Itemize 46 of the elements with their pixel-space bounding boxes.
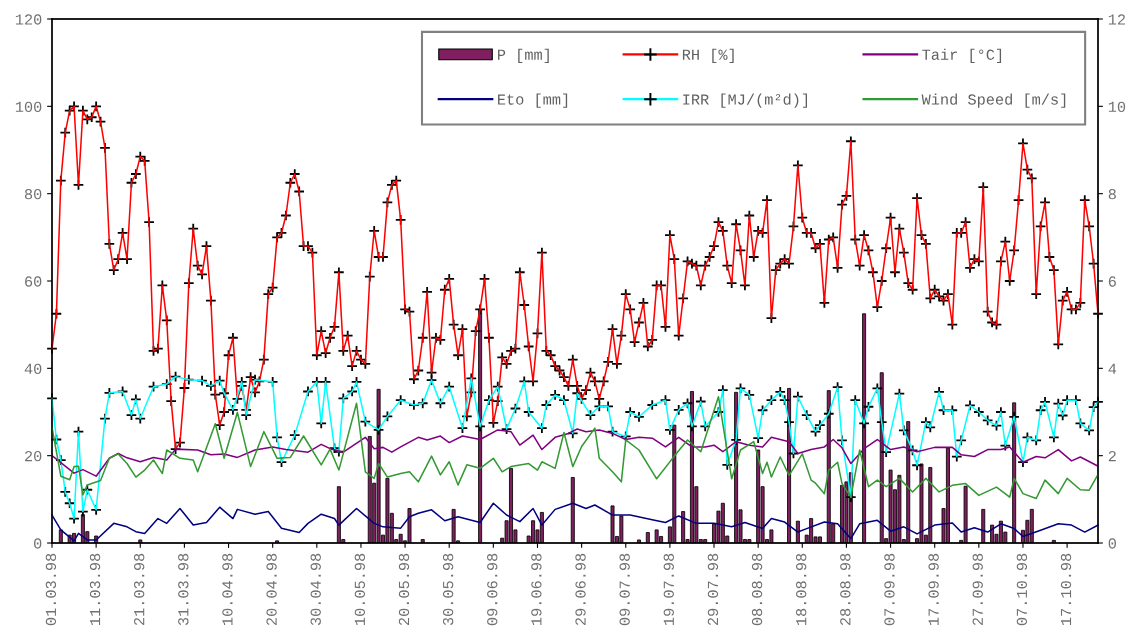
y-tick-label: 60 bbox=[25, 276, 42, 287]
x-tick-label: 29.07.98 bbox=[707, 553, 719, 625]
x-tick-label: 30.04.98 bbox=[310, 553, 321, 626]
line-series bbox=[51, 395, 1099, 500]
x-tick-label: 10.05.98 bbox=[354, 553, 366, 625]
x-tick-label: 09.06.98 bbox=[487, 553, 498, 626]
y2-tick-label: 6 bbox=[1108, 276, 1116, 287]
legend-label: RH [%] bbox=[682, 48, 734, 63]
legend-label: P [mm] bbox=[498, 48, 549, 63]
legend-label: Tair [°C] bbox=[922, 48, 1002, 63]
legend-label: Eto [mm] bbox=[498, 93, 568, 108]
y-tick-label: 40 bbox=[24, 363, 42, 375]
x-tick-label: 01.03.98 bbox=[45, 553, 57, 626]
x-tick-label: 17.10.98 bbox=[1060, 553, 1072, 625]
y-tick-label: 20 bbox=[25, 450, 42, 462]
x-tick-label: 10.04.98 bbox=[222, 553, 233, 625]
x-tick-label: 21.03.98 bbox=[134, 553, 145, 625]
x-tick-label: 20.04.98 bbox=[266, 553, 277, 625]
y-tick-label: 100 bbox=[15, 101, 42, 113]
x-tick-label: 27.09.98 bbox=[972, 553, 983, 625]
y2-tick-label: 4 bbox=[1108, 363, 1117, 374]
y2-tick-label: 0 bbox=[1108, 538, 1116, 549]
x-tick-label: 19.07.98 bbox=[663, 553, 674, 625]
line-series bbox=[51, 428, 1099, 477]
x-tick-label: 17.09.98 bbox=[928, 553, 939, 625]
x-tick-label: 11.03.98 bbox=[89, 553, 101, 625]
y2-tick-label: 12 bbox=[1108, 14, 1125, 25]
x-tick-label: 19.06.98 bbox=[531, 553, 542, 625]
x-tick-label: 08.08.98 bbox=[751, 553, 763, 626]
x-tick-label: 07.09.98 bbox=[884, 553, 895, 626]
legend-label: IRR [MJ/(m²d)] bbox=[683, 93, 808, 108]
x-tick-label: 09.07.98 bbox=[619, 553, 630, 626]
y2-tick-label: 8 bbox=[1108, 188, 1116, 200]
legend-label: Wind Speed [m/s] bbox=[921, 93, 1066, 108]
y2-tick-label: 2 bbox=[1108, 450, 1116, 462]
x-tick-label: 18.08.98 bbox=[796, 553, 807, 625]
x-tick-label: 07.10.98 bbox=[1016, 553, 1028, 626]
y-tick-label: 80 bbox=[24, 188, 42, 200]
x-tick-label: 28.08.98 bbox=[840, 553, 851, 625]
x-tick-label: 31.03.98 bbox=[178, 553, 189, 626]
x-tick-label: 29.06.98 bbox=[575, 553, 586, 625]
x-tick-label: 20.05.98 bbox=[398, 553, 410, 625]
y-tick-label: 0 bbox=[34, 538, 42, 549]
y-tick-label: 120 bbox=[15, 14, 42, 25]
y2-tick-label: 10 bbox=[1108, 101, 1126, 113]
x-tick-label: 30.05.98 bbox=[442, 553, 454, 626]
